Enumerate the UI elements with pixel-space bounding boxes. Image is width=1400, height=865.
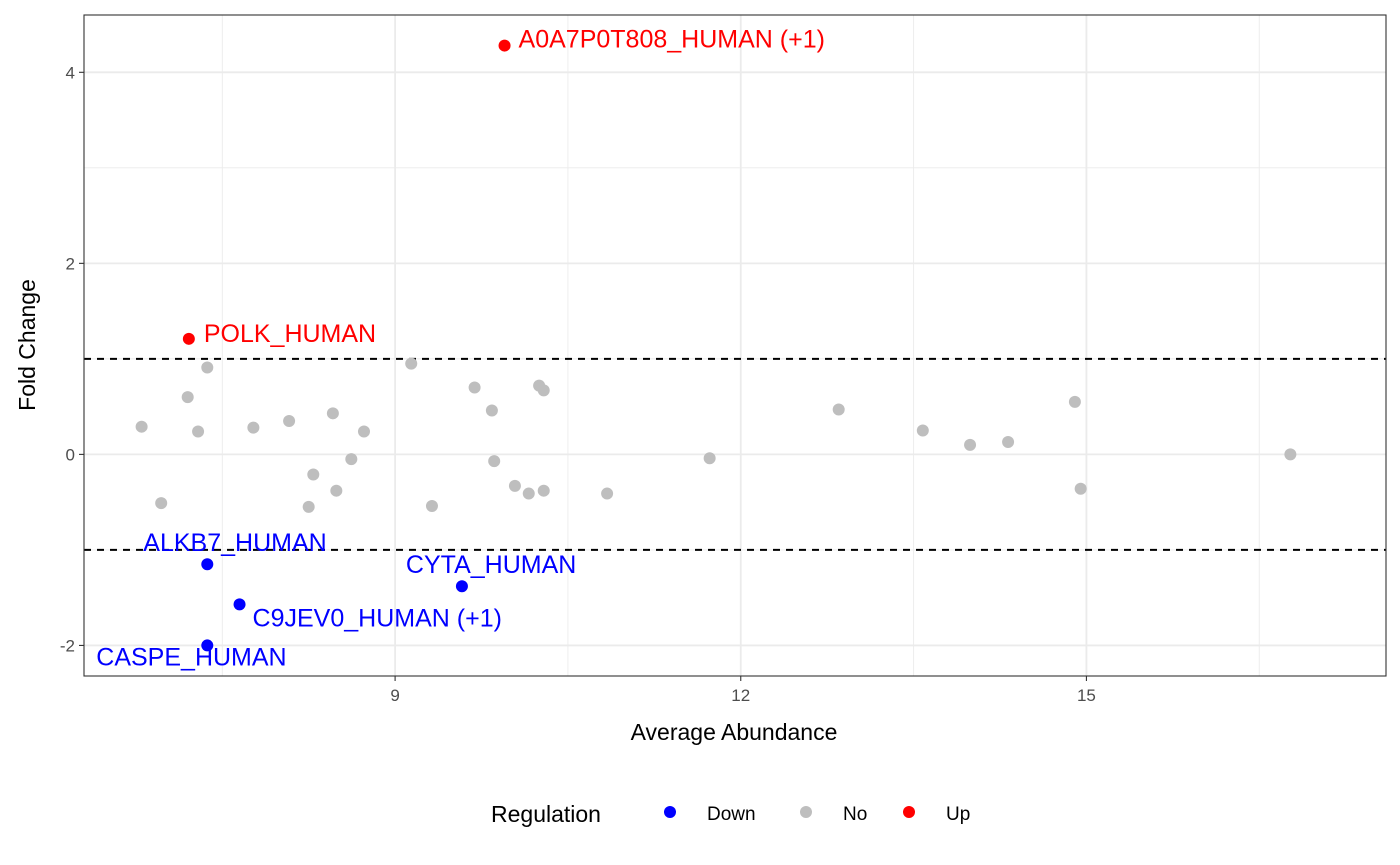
data-point-no <box>468 381 481 394</box>
data-points <box>135 39 1297 652</box>
point-label: C9JEV0_HUMAN (+1) <box>253 604 502 632</box>
data-point-no <box>1074 482 1087 495</box>
data-point-no <box>703 452 716 465</box>
point-label: A0A7P0T808_HUMAN (+1) <box>519 26 825 54</box>
x-tick-label: 15 <box>1077 686 1096 705</box>
data-point-no <box>485 404 498 417</box>
threshold-lines <box>84 357 1386 551</box>
data-point-no <box>192 425 205 438</box>
point-label: POLK_HUMAN <box>204 320 376 348</box>
data-point-no <box>916 424 929 437</box>
data-point-no <box>155 497 168 510</box>
data-point-down <box>233 598 246 611</box>
data-point-no <box>357 425 370 438</box>
data-point-no <box>537 384 550 397</box>
data-point-no <box>307 468 320 481</box>
data-point-no <box>601 487 614 500</box>
panel-border <box>83 14 1387 677</box>
data-point-no <box>1284 448 1297 461</box>
y-tick-label: 0 <box>66 445 75 464</box>
legend-label-down: Down <box>707 804 756 825</box>
point-label: CYTA_HUMAN <box>406 551 576 579</box>
legend-key-no <box>800 806 812 818</box>
data-point-no <box>181 391 194 404</box>
legend-key-up <box>903 806 915 818</box>
legend-key-down <box>664 806 676 818</box>
data-point-up <box>182 332 195 345</box>
data-point-no <box>425 499 438 512</box>
data-point-no <box>247 421 260 434</box>
point-label: ALKB7_HUMAN <box>143 529 326 557</box>
data-point-no <box>405 357 418 370</box>
data-point-no <box>135 420 148 433</box>
y-tick-label: -2 <box>60 636 75 655</box>
x-axis-title: Average Abundance <box>631 719 838 745</box>
data-point-no <box>1068 395 1081 408</box>
data-point-no <box>537 484 550 497</box>
point-label: CASPE_HUMAN <box>96 643 286 671</box>
grid <box>84 15 1386 676</box>
legend-label-no: No <box>843 804 867 825</box>
y-axis-title: Fold Change <box>14 279 40 411</box>
x-tick-label: 12 <box>731 686 750 705</box>
data-point-no <box>488 455 501 468</box>
x-axis-ticks: 9 12 15 <box>390 676 1096 705</box>
data-point-down <box>201 558 214 571</box>
legend-title: Regulation <box>491 801 601 827</box>
point-labels: ALKB7_HUMAN C9JEV0_HUMAN (+1) CASPE_HUMAN C… <box>96 26 825 672</box>
data-point-no <box>522 487 535 500</box>
data-point-no <box>508 479 521 492</box>
data-point-no <box>302 500 315 513</box>
y-tick-label: 2 <box>66 254 75 273</box>
x-tick-label: 9 <box>390 686 399 705</box>
data-point-up <box>498 39 511 52</box>
legend-label-up: Up <box>946 804 970 825</box>
data-point-no <box>330 484 343 497</box>
legend-entries: Down No Up <box>664 804 970 825</box>
data-point-no <box>345 453 358 466</box>
data-point-no <box>283 414 296 427</box>
y-axis-ticks: -2 0 2 4 <box>60 63 84 655</box>
legend: Regulation Down No Up <box>491 801 970 827</box>
data-point-no <box>201 361 214 374</box>
data-point-no <box>964 438 977 451</box>
data-point-down <box>455 580 468 593</box>
y-tick-label: 4 <box>66 63 75 82</box>
data-point-no <box>832 403 845 416</box>
data-point-down <box>201 639 214 652</box>
data-point-no <box>1002 435 1015 448</box>
data-point-no <box>326 407 339 420</box>
